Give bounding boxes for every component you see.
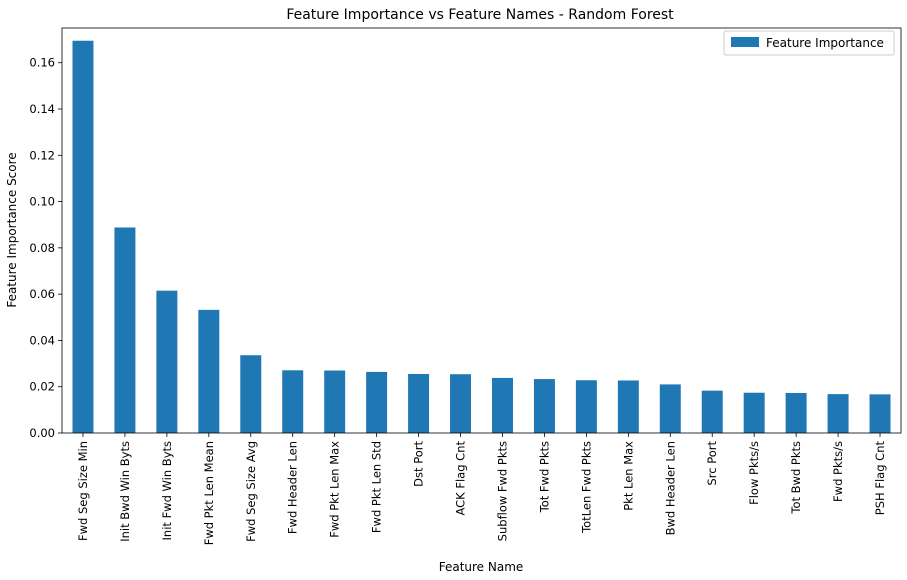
y-tick-label: 0.16 [29, 56, 55, 70]
bar [701, 390, 723, 433]
bar [408, 373, 430, 433]
x-tick-label: Init Fwd Win Byts [160, 441, 174, 540]
plot-frame [61, 27, 902, 434]
bar [743, 392, 765, 433]
x-tick-label: Bwd Header Len [663, 441, 677, 535]
y-tick-label: 0.00 [29, 426, 55, 440]
y-axis-label: Feature Importance Score [5, 152, 19, 307]
bar [491, 377, 513, 433]
x-tick-label: Fwd Seg Size Avg [244, 441, 258, 542]
legend-box [723, 30, 895, 56]
x-tick-label: Init Bwd Win Byts [118, 441, 132, 542]
bar [240, 355, 262, 433]
bar [198, 309, 220, 433]
y-tick-label: 0.10 [29, 195, 55, 209]
x-tick-label: Fwd Header Len [286, 441, 300, 534]
legend: Feature Importance [723, 30, 895, 56]
bar [533, 379, 555, 433]
x-tick-label: Tot Fwd Pkts [537, 441, 551, 513]
chart-title: Feature Importance vs Feature Names - Ra… [286, 7, 674, 23]
bar [282, 370, 304, 433]
legend-label: Feature Importance [766, 36, 884, 50]
x-tick-label: Fwd Pkts/s [831, 441, 845, 502]
bar [617, 380, 639, 433]
x-axis: Fwd Seg Size Min Init Bwd Win Byts Init Fw… [76, 433, 887, 545]
x-axis-label: Feature Name [439, 560, 524, 574]
y-tick-label: 0.08 [29, 241, 55, 255]
x-tick-label: Dst Port [412, 441, 426, 487]
y-tick-label: 0.04 [29, 333, 55, 347]
x-tick-label: PSH Flag Cnt [873, 441, 887, 516]
x-tick-label: Src Port [705, 441, 719, 486]
x-tick-label: TotLen Fwd Pkts [579, 441, 593, 534]
bar [575, 380, 597, 433]
bar [366, 371, 388, 433]
bar [785, 392, 807, 433]
bar [659, 384, 681, 433]
bar [869, 394, 891, 433]
y-tick-label: 0.06 [29, 287, 55, 301]
bar [156, 290, 178, 433]
x-tick-label: Flow Pkts/s [747, 441, 761, 505]
x-tick-label: Subflow Fwd Pkts [495, 441, 509, 541]
bar [450, 374, 472, 433]
bars-layer [72, 40, 891, 433]
x-tick-label: Fwd Pkt Len Mean [202, 441, 216, 545]
bar [324, 370, 346, 433]
x-tick-label: Fwd Seg Size Min [76, 441, 90, 541]
bar [827, 394, 849, 433]
x-tick-label: ACK Flag Cnt [454, 441, 468, 516]
y-tick-label: 0.12 [29, 148, 55, 162]
x-tick-label: Tot Bwd Pkts [789, 441, 803, 515]
y-tick-label: 0.14 [29, 102, 55, 116]
legend-swatch [731, 37, 759, 47]
x-tick-label: Fwd Pkt Len Max [328, 441, 342, 538]
x-tick-label: Fwd Pkt Len Std [370, 441, 384, 533]
bar [72, 40, 94, 433]
x-tick-label: Pkt Len Max [621, 441, 635, 511]
bar [114, 227, 136, 433]
y-axis: 0.00 0.02 0.04 0.06 0.08 0.10 0.12 0.14 0.16 [29, 56, 62, 440]
y-tick-label: 0.02 [29, 380, 55, 394]
